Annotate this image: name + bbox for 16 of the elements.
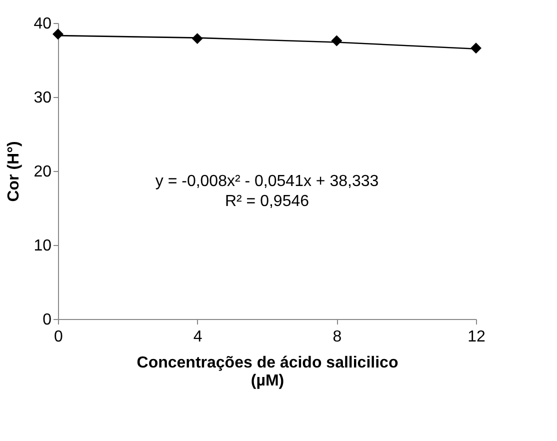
y-tick-label: 20 — [34, 164, 52, 180]
point — [331, 35, 342, 46]
y-tick-label: 30 — [34, 90, 52, 106]
y-axis-title: Cor (H°) — [6, 141, 23, 202]
x-tick-label: 8 — [332, 328, 342, 346]
point — [470, 42, 482, 54]
annotation: y = -0,008x² - 0,0541x + 38,333 R² = 0,9546 — [155, 173, 379, 210]
y-tick-label: 0 — [42, 312, 52, 328]
x-tick-label: 4 — [193, 328, 202, 346]
x-axis-title: Concentrações de ácido sallicilico (µM) — [136, 354, 398, 390]
x-tick-label: 12 — [468, 328, 486, 346]
y-tick-label: 10 — [34, 238, 52, 254]
point — [52, 28, 64, 40]
point — [192, 33, 203, 44]
x-tick-label: 0 — [54, 328, 64, 346]
y-tick-label: 40 — [34, 16, 52, 32]
